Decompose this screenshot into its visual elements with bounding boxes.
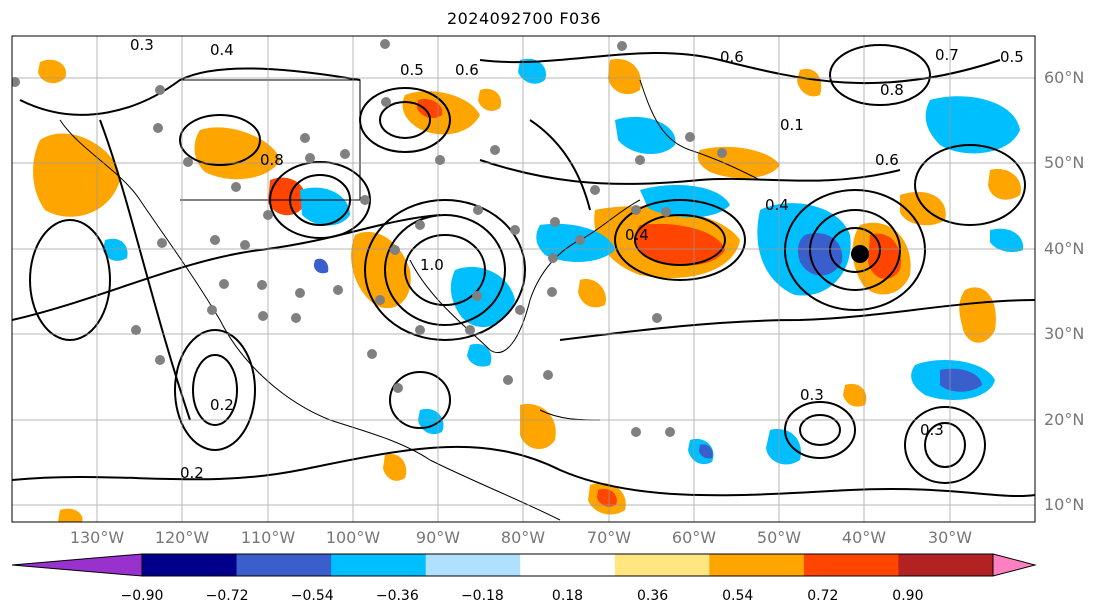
colorbar-tick-label: −0.18 [460,588,504,604]
coastlines [59,79,761,521]
colorbar-tick-label: −0.36 [375,588,419,604]
contour-label: 0.4 [765,196,789,214]
contour-label: 0.1 [780,116,804,134]
longitude-label: 50°W [756,528,802,547]
colorbar-segment [709,554,805,576]
colorbar-tick-label: −0.72 [205,588,249,604]
map-title: 2024092700 F036 [446,9,602,28]
contour-label: 0.6 [720,48,744,66]
latitude-label: 20°N [1044,410,1085,429]
colorbar-segment [803,554,899,576]
longitude-label: 100°W [325,528,381,547]
contour-label: 0.7 [935,46,959,64]
latitude-label: 60°N [1044,68,1085,87]
longitude-label: 120°W [154,528,210,547]
longitude-label: 30°W [927,528,973,547]
contour-label: 0.4 [625,226,649,244]
map-frame [11,35,1036,523]
longitude-label: 110°W [240,528,296,547]
colorbar-max-extension [992,553,1037,577]
contour-label: 0.8 [880,81,904,99]
colorbar-min-extension [11,553,143,577]
contour-label: 0.8 [260,151,284,169]
contour-label: 0.3 [920,421,944,439]
longitude-label: 130°W [69,528,125,547]
contour-label: 0.5 [1000,48,1024,66]
colorbar-segment [614,554,710,576]
colorbar-segment [898,554,994,576]
colorbar-tick-label: 0.36 [637,588,669,604]
latitude-label: 30°N [1044,324,1085,343]
station-markers [12,39,727,437]
longitude-label: 90°W [415,528,461,547]
contour-label: 0.4 [210,41,234,59]
colorbar-segment [142,554,238,576]
contour-label: 0.2 [210,396,234,414]
longitude-label: 40°W [841,528,887,547]
storm-center-marker [851,245,869,263]
contour-label: 0.2 [180,464,204,482]
colorbar [11,553,1037,577]
colorbar-tick-label: −0.90 [120,588,164,604]
contour-label: 0.3 [800,386,824,404]
grid-lines [12,36,1035,522]
contour-label: 0.6 [455,61,479,79]
colorbar-tick-label: 0.54 [722,588,754,604]
latitude-label: 40°N [1044,239,1085,258]
colorbar-outline [141,553,994,577]
colorbar-segment [331,554,427,576]
contour-label: 1.0 [420,256,444,274]
longitude-label: 80°W [500,528,546,547]
contour-labels: 0.3 0.4 0.5 0.6 0.8 1.0 0.2 0.6 0.7 0.8 0.5 0.4 0.6 0… [130,36,1024,482]
colorbar-tick-label: 0.72 [807,588,839,604]
strong-positive-shading [268,98,901,507]
colorbar-tick-label: 0.90 [892,588,924,604]
latitude-label: 10°N [1044,495,1085,514]
map-plot-area [12,36,1035,522]
longitude-label: 60°W [671,528,717,547]
colorbar-segment [425,554,521,576]
colorbar-segment [520,554,616,576]
contour-label: 0.5 [400,61,424,79]
contour-label: 0.3 [130,36,154,54]
contour-label: 0.6 [875,151,899,169]
colorbar-tick-label: −0.54 [290,588,334,604]
colorbar-segment [236,554,332,576]
latitude-label: 50°N [1044,153,1085,172]
longitude-label: 70°W [586,528,632,547]
colorbar-tick-label: 0.18 [551,588,584,604]
